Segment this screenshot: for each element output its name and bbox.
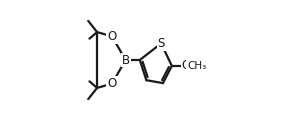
- Text: CH₃: CH₃: [187, 61, 206, 71]
- Text: S: S: [157, 37, 165, 50]
- Text: B: B: [122, 54, 130, 66]
- Text: O: O: [107, 77, 116, 90]
- Text: O: O: [181, 59, 191, 72]
- Text: O: O: [107, 30, 116, 43]
